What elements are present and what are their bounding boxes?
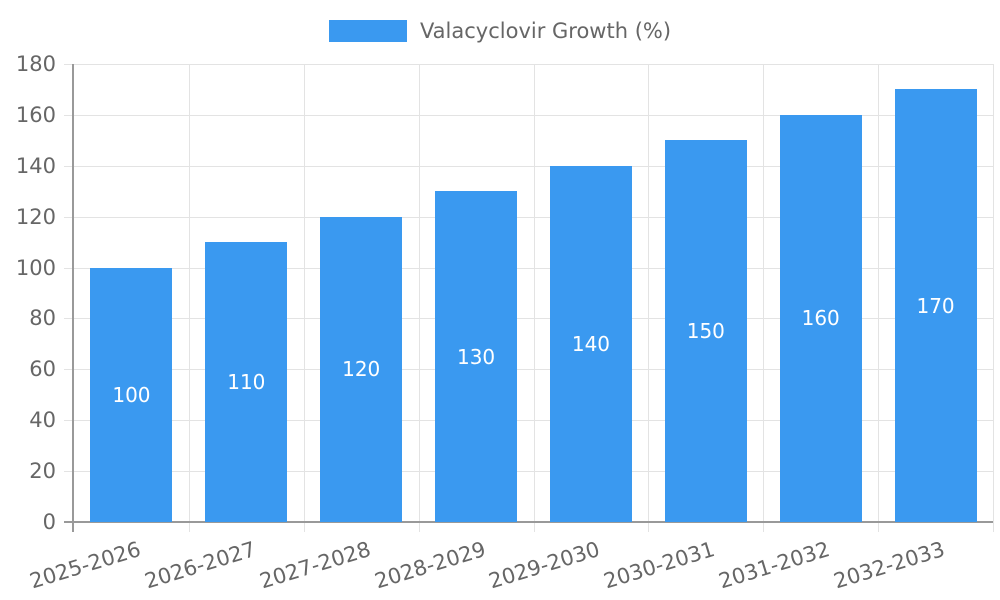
y-tick-label: 80 xyxy=(29,306,56,331)
y-tick-label: 20 xyxy=(29,459,56,484)
gridline-vertical xyxy=(993,64,994,522)
y-tick-label: 120 xyxy=(15,204,56,229)
gridline-vertical xyxy=(188,64,190,522)
y-axis-tick xyxy=(64,114,74,116)
y-tick-label: 100 xyxy=(15,255,56,280)
y-tick-label: 40 xyxy=(29,408,56,433)
x-axis-tick xyxy=(993,522,994,532)
gridline-vertical xyxy=(763,64,765,522)
y-axis-tick xyxy=(64,420,74,422)
y-axis-line xyxy=(72,64,74,532)
legend: Valacyclovir Growth (%) xyxy=(0,19,1000,43)
y-tick-label: 0 xyxy=(42,510,56,534)
y-axis-tick xyxy=(64,521,74,523)
bar[interactable] xyxy=(90,267,173,522)
x-tick-label: 2028-2029 xyxy=(371,537,489,594)
bar-value-label: 160 xyxy=(801,306,840,331)
gridline-vertical xyxy=(648,64,650,522)
x-axis-tick xyxy=(648,522,650,532)
x-tick-label: 2029-2030 xyxy=(486,537,603,594)
x-tick-label: 2031-2032 xyxy=(716,537,833,594)
bar-value-label: 110 xyxy=(227,370,266,395)
x-axis-tick xyxy=(303,522,305,532)
x-axis-tick xyxy=(763,522,765,532)
gridline-vertical xyxy=(533,64,535,522)
bar-value-label: 130 xyxy=(456,344,496,369)
y-axis-tick xyxy=(64,267,74,269)
x-tick-label: 2025-2026 xyxy=(26,537,144,594)
y-axis-tick xyxy=(64,216,74,218)
y-tick-label: 60 xyxy=(29,357,56,382)
y-tick-label: 180 xyxy=(15,52,56,76)
bar-value-label: 170 xyxy=(916,293,955,318)
bar-value-label: 120 xyxy=(342,357,381,382)
y-axis-tick xyxy=(64,318,74,320)
bar[interactable] xyxy=(664,140,747,522)
bar[interactable] xyxy=(894,89,977,522)
legend-swatch xyxy=(328,20,407,42)
bar[interactable] xyxy=(779,114,862,522)
y-axis-tick xyxy=(64,471,74,473)
bar-value-label: 100 xyxy=(112,382,151,407)
bar[interactable] xyxy=(435,191,518,522)
bar[interactable] xyxy=(205,242,288,522)
y-axis-tick xyxy=(64,369,74,371)
y-axis-tick xyxy=(64,64,74,65)
legend-label: Valacyclovir Growth (%) xyxy=(419,19,672,43)
legend-item[interactable]: Valacyclovir Growth (%) xyxy=(328,19,672,43)
bar[interactable] xyxy=(320,216,403,522)
x-tick-label: 2032-2033 xyxy=(831,537,948,594)
gridline-vertical xyxy=(878,64,880,522)
bar-value-label: 140 xyxy=(571,331,611,356)
x-tick-label: 2027-2028 xyxy=(256,537,374,594)
x-tick-label: 2026-2027 xyxy=(141,537,259,594)
x-axis-tick xyxy=(418,522,420,532)
y-tick-label: 160 xyxy=(15,102,56,127)
y-axis-tick xyxy=(64,165,74,167)
x-axis-tick xyxy=(188,522,190,532)
x-axis-tick xyxy=(878,522,880,532)
gridline-vertical xyxy=(303,64,305,522)
gridline-vertical xyxy=(418,64,420,522)
y-tick-label: 140 xyxy=(15,153,56,178)
bar-value-label: 150 xyxy=(686,319,725,344)
x-tick-label: 2030-2031 xyxy=(601,537,718,594)
bar[interactable] xyxy=(549,165,632,522)
x-axis-line xyxy=(74,521,993,523)
x-axis-tick xyxy=(533,522,535,532)
